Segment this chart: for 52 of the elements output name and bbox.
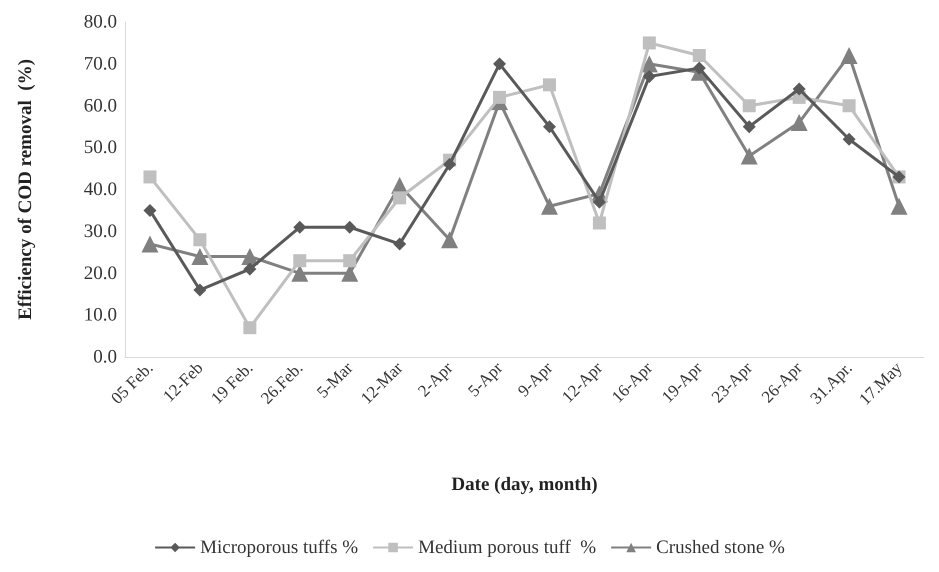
x-tick-label: 19 Feb.: [207, 358, 257, 408]
point: [842, 99, 856, 112]
x-axis-title: Date (day, month): [451, 474, 598, 495]
legend-label: Microporous tuffs %: [200, 537, 358, 558]
point: [243, 262, 256, 276]
point: [642, 70, 656, 83]
point: [441, 231, 458, 248]
point: [592, 196, 606, 209]
y-tick-label: 50.0: [84, 137, 117, 158]
point: [493, 57, 506, 70]
point: [293, 220, 306, 234]
point: [842, 132, 856, 146]
legend-label: Medium porous tuff %: [418, 537, 596, 558]
point: [542, 78, 556, 92]
point: [742, 120, 756, 134]
y-tick-label: 0.0: [93, 346, 117, 368]
point: [592, 216, 606, 230]
y-tick-label: 60.0: [84, 95, 117, 116]
point: [692, 49, 706, 62]
point: [540, 198, 558, 215]
point: [393, 191, 406, 204]
point: [143, 204, 156, 217]
point: [343, 254, 356, 268]
y-axis-title: Efficiency of COD removal (%): [15, 59, 36, 320]
y-tick-label: 10.0: [84, 304, 117, 326]
point: [792, 82, 806, 96]
point: [542, 120, 556, 134]
point: [143, 170, 156, 184]
point: [193, 284, 206, 296]
y-tick-label: 30.0: [84, 220, 117, 242]
point: [343, 220, 356, 234]
legend-label: Crushed stone %: [656, 537, 786, 558]
point: [840, 47, 858, 64]
point: [141, 235, 158, 252]
point: [642, 36, 656, 50]
point: [393, 237, 406, 250]
y-tick-label: 20.0: [84, 262, 117, 284]
point: [692, 62, 706, 75]
point: [790, 114, 808, 131]
point: [191, 248, 208, 265]
y-tick-label: 80.0: [84, 12, 117, 32]
point: [193, 233, 206, 246]
point: [740, 148, 758, 164]
point: [293, 254, 306, 268]
y-tick-label: 70.0: [84, 53, 117, 74]
point: [742, 99, 756, 112]
point: [890, 198, 908, 215]
y-tick-label: 40.0: [84, 179, 117, 200]
point: [493, 90, 506, 104]
point: [640, 55, 658, 72]
point: [443, 158, 456, 171]
point: [243, 321, 256, 334]
